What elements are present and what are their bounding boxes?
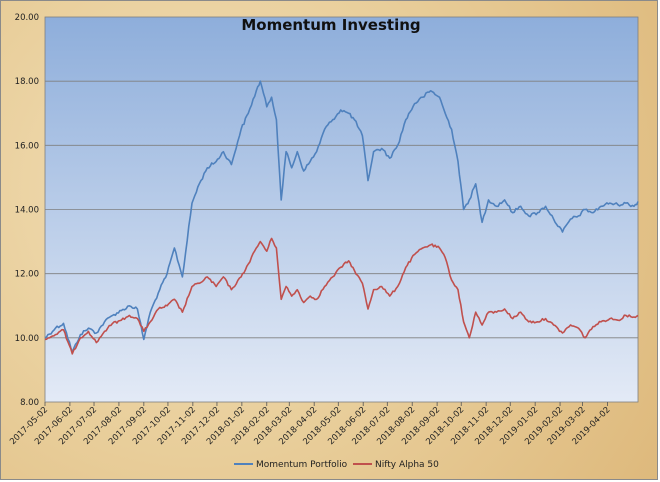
series-line-nifty-alpha-50 xyxy=(44,237,639,355)
series-line-momentum-portfolio xyxy=(44,80,639,354)
y-tick-label: 16.00 xyxy=(15,141,39,151)
legend: Momentum Portfolio Nifty Alpha 50 xyxy=(234,460,439,470)
y-tick-label: 14.00 xyxy=(15,206,39,216)
series-lines xyxy=(44,80,639,355)
legend-label-momentum-portfolio: Momentum Portfolio xyxy=(256,460,348,470)
chart-title: Momentum Investing xyxy=(241,16,420,34)
y-axis-ticks: 8.00 10.00 12.00 14.00 16.00 18.00 20.00 xyxy=(15,13,39,408)
y-tick-label: 20.00 xyxy=(15,13,39,23)
y-tick-label: 18.00 xyxy=(15,77,39,87)
y-tick-label: 8.00 xyxy=(20,398,39,408)
y-tick-label: 10.00 xyxy=(15,334,39,344)
y-tick-label: 12.00 xyxy=(15,270,39,280)
legend-label-nifty-alpha-50: Nifty Alpha 50 xyxy=(375,460,439,470)
x-axis-ticks: 2017-05-022017-06-022017-07-022017-08-02… xyxy=(8,402,613,447)
